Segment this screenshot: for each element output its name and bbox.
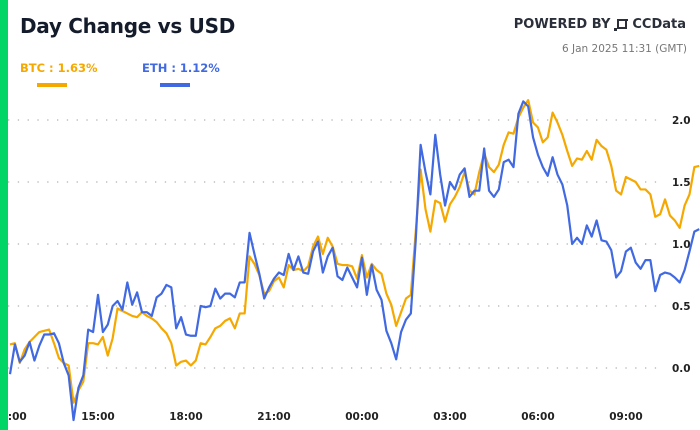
y-tick-label: 0.0 xyxy=(672,363,691,375)
timestamp: 6 Jan 2025 11:31 (GMT) xyxy=(561,43,687,55)
y-tick-label: 1.0 xyxy=(672,239,691,251)
x-tick-label: 00:00 xyxy=(345,411,378,423)
powered-by-label: POWERED BY xyxy=(513,17,611,32)
legend-item-btc[interactable]: BTC : 1.63% xyxy=(20,61,98,87)
x-tick-label: 03:00 xyxy=(433,411,466,423)
x-tick-label: 15:00 xyxy=(81,411,114,423)
accent-bar xyxy=(0,0,8,430)
x-tick-label: 09:00 xyxy=(609,411,642,423)
series-lines xyxy=(8,99,700,422)
legend-label-eth: ETH : 1.12% xyxy=(142,61,220,75)
y-tick-label: 0.5 xyxy=(672,301,691,313)
legend-swatch-btc xyxy=(37,83,67,87)
series-line-btc xyxy=(9,99,700,404)
y-tick-label: 2.0 xyxy=(672,115,691,127)
legend-item-eth[interactable]: ETH : 1.12% xyxy=(142,61,220,87)
y-axis-ticks: 0.0 0.5 1.0 1.5 2.0 xyxy=(672,115,691,375)
x-tick-label: 06:00 xyxy=(521,411,554,423)
chart-title: Day Change vs USD xyxy=(20,14,236,38)
gridlines xyxy=(8,119,662,369)
legend-swatch-eth xyxy=(160,83,190,87)
ccdata-logo-icon xyxy=(614,18,629,31)
x-tick-label: 21:00 xyxy=(257,411,290,423)
brand-name: CCData xyxy=(632,17,686,32)
x-tick-label: 18:00 xyxy=(169,411,202,423)
powered-by[interactable]: POWERED BY CCData xyxy=(514,17,686,32)
y-tick-label: 1.5 xyxy=(672,177,691,189)
series-line-eth xyxy=(8,100,700,422)
legend-label-btc: BTC : 1.63% xyxy=(20,61,98,75)
